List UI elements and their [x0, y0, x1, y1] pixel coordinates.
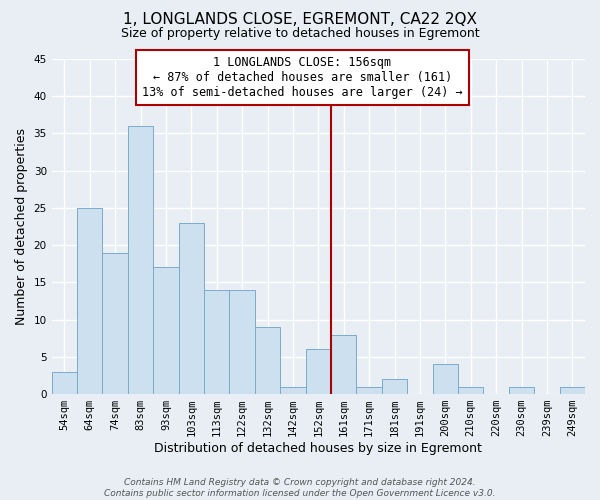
Bar	[305, 350, 331, 394]
Bar	[382, 379, 407, 394]
Bar	[356, 386, 382, 394]
Bar	[458, 386, 484, 394]
Text: Size of property relative to detached houses in Egremont: Size of property relative to detached ho…	[121, 28, 479, 40]
Text: Contains HM Land Registry data © Crown copyright and database right 2024.
Contai: Contains HM Land Registry data © Crown c…	[104, 478, 496, 498]
Bar	[52, 372, 77, 394]
Bar	[560, 386, 585, 394]
Bar	[204, 290, 229, 394]
Bar	[255, 327, 280, 394]
Y-axis label: Number of detached properties: Number of detached properties	[15, 128, 28, 325]
Text: 1, LONGLANDS CLOSE, EGREMONT, CA22 2QX: 1, LONGLANDS CLOSE, EGREMONT, CA22 2QX	[123, 12, 477, 28]
Bar	[179, 223, 204, 394]
Bar	[280, 386, 305, 394]
Bar	[229, 290, 255, 394]
Bar	[433, 364, 458, 394]
Text: 1 LONGLANDS CLOSE: 156sqm
← 87% of detached houses are smaller (161)
13% of semi: 1 LONGLANDS CLOSE: 156sqm ← 87% of detac…	[142, 56, 463, 98]
Bar	[77, 208, 103, 394]
Bar	[509, 386, 534, 394]
X-axis label: Distribution of detached houses by size in Egremont: Distribution of detached houses by size …	[154, 442, 482, 455]
Bar	[128, 126, 153, 394]
Bar	[103, 252, 128, 394]
Bar	[153, 268, 179, 394]
Bar	[331, 334, 356, 394]
